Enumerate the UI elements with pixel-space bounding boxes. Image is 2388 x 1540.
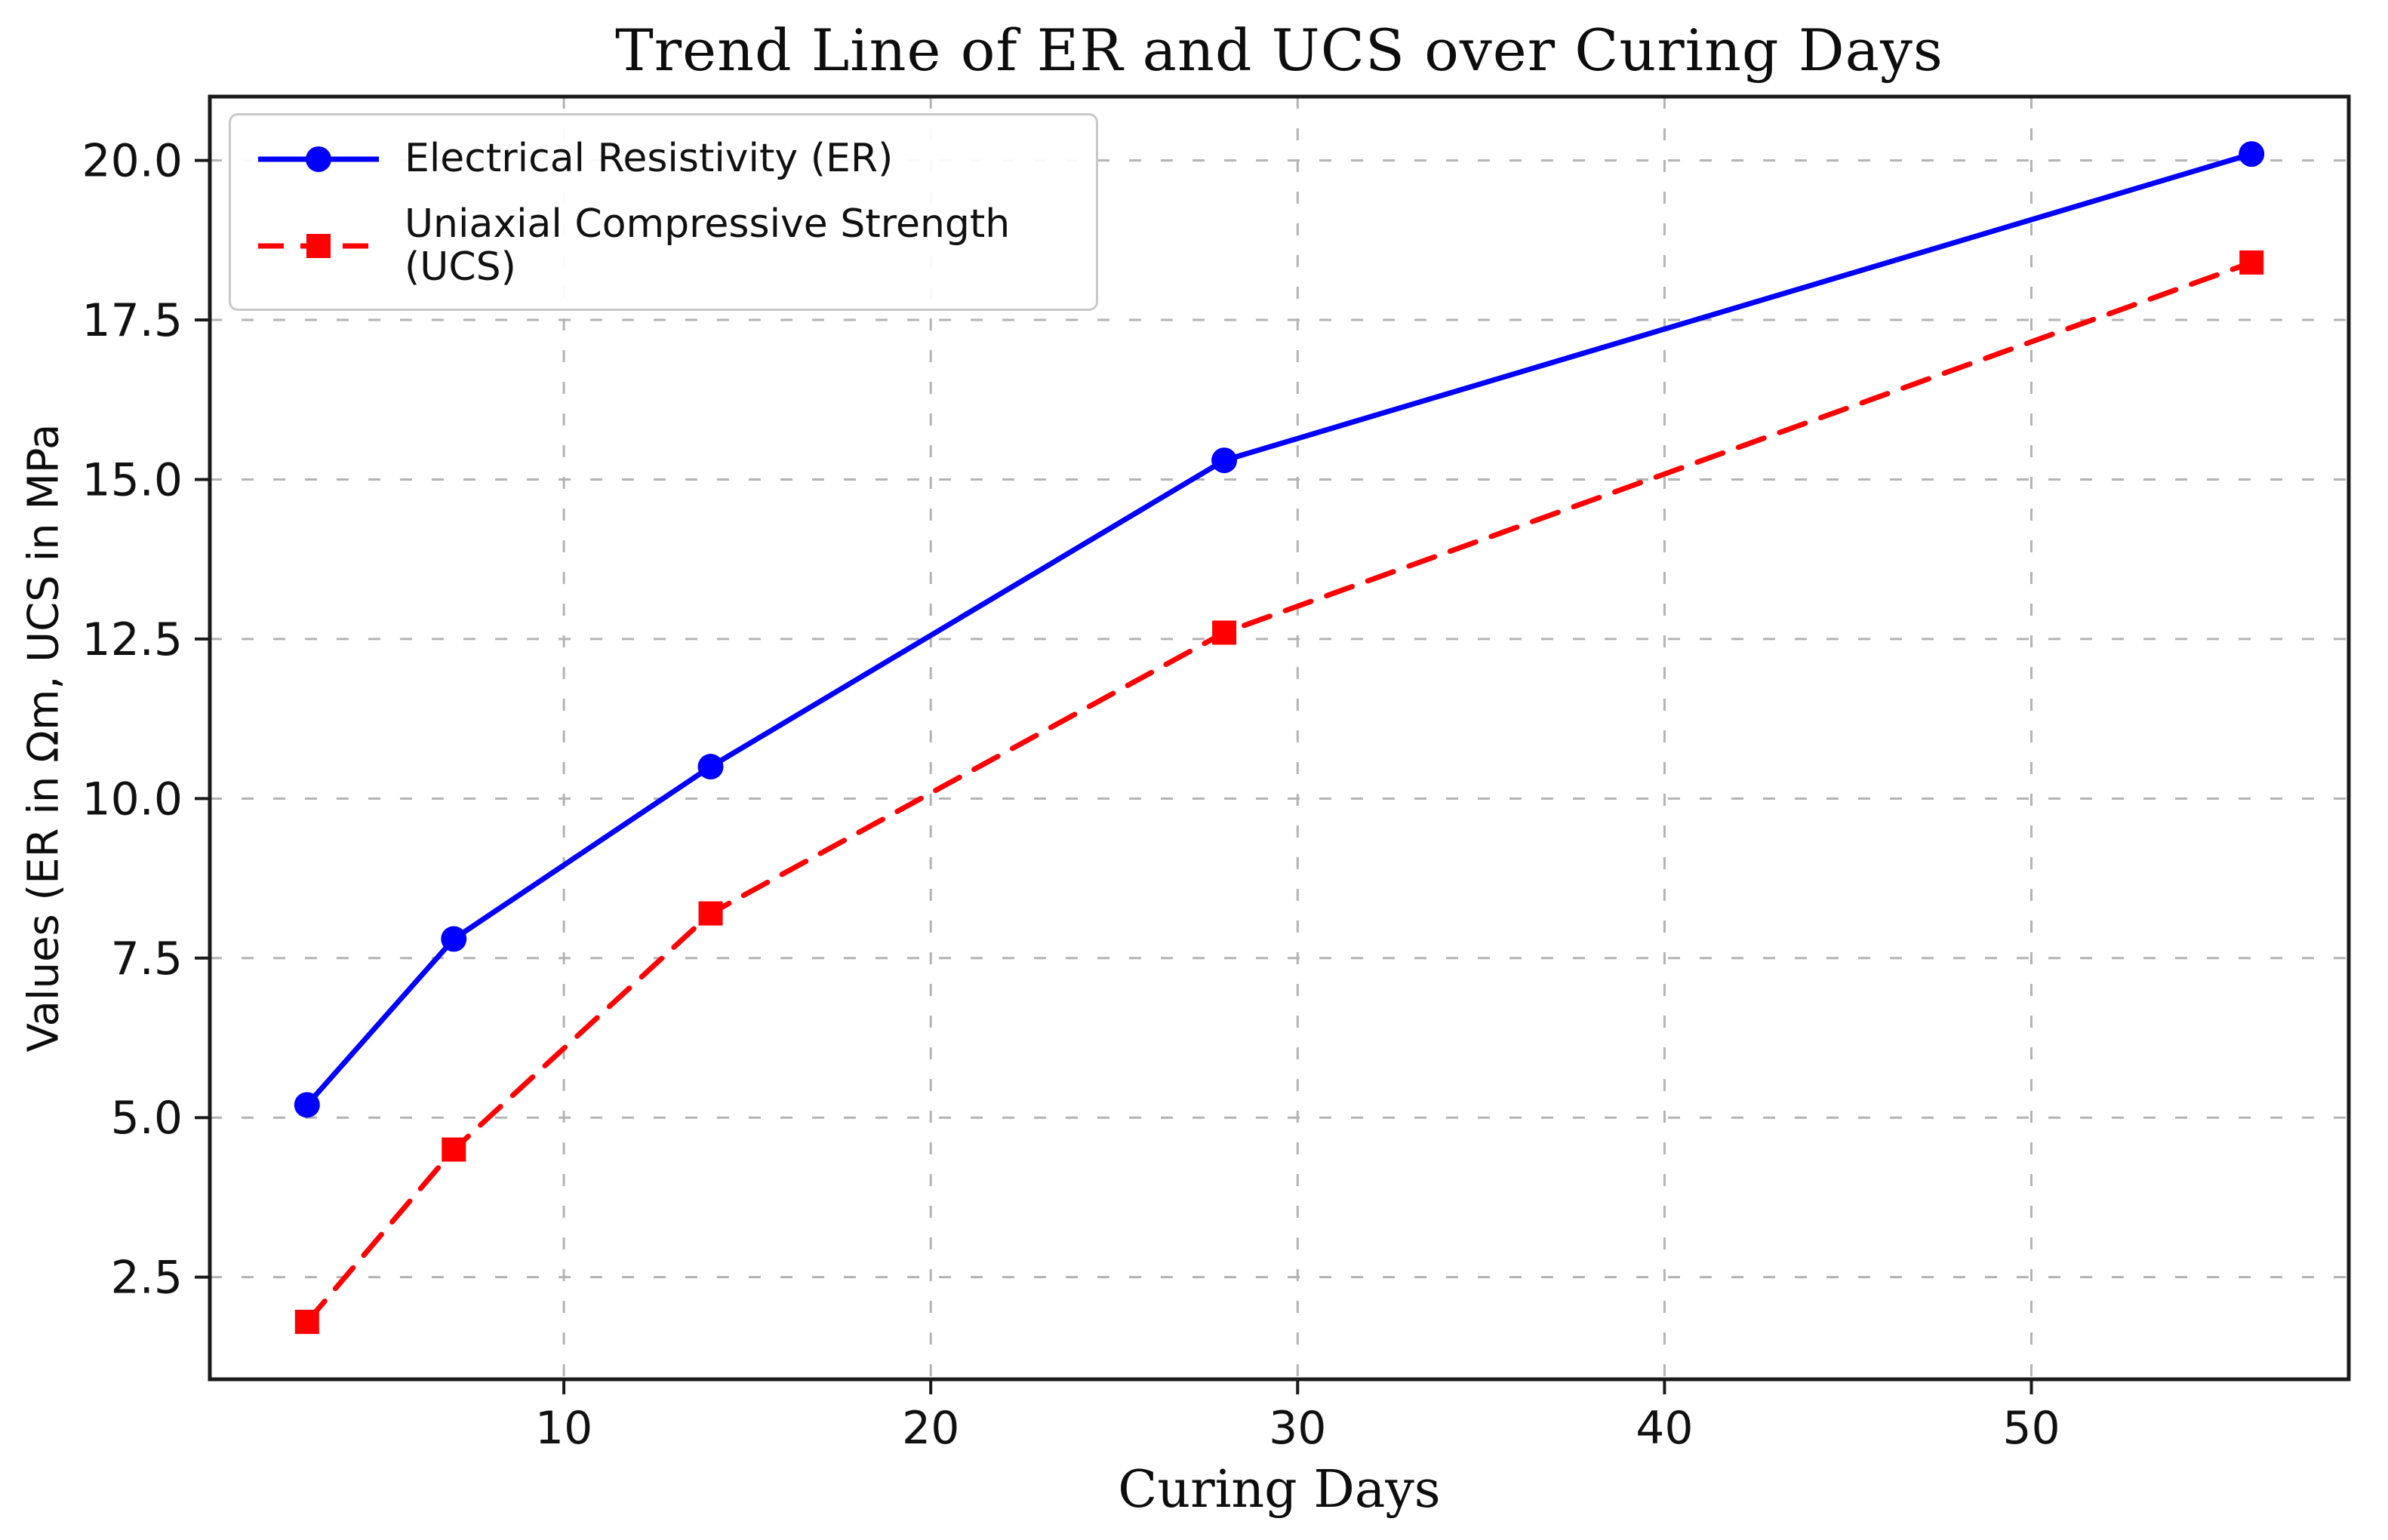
data-point-ucs: [1212, 620, 1237, 645]
data-point-er: [697, 754, 724, 780]
y-tick-label: 7.5: [111, 933, 183, 985]
data-point-ucs: [442, 1137, 466, 1162]
y-tick-label: 5.0: [111, 1092, 183, 1145]
data-point-er: [1211, 447, 1238, 474]
data-point-er: [294, 1092, 320, 1118]
legend-label-er: Electrical Resistivity (ER): [405, 136, 894, 182]
data-point-ucs: [698, 901, 723, 926]
legend-item-ucs: Uniaxial Compressive Strength (UCS): [254, 201, 1073, 290]
y-tick-label: 2.5: [111, 1252, 183, 1305]
data-point-ucs: [294, 1309, 319, 1334]
data-point-ucs: [2239, 250, 2264, 275]
ucs-line-sample-icon: [258, 234, 379, 259]
data-point-er: [2239, 141, 2265, 168]
x-tick-label: 10: [535, 1402, 592, 1455]
er-line-sample-icon: [258, 146, 379, 172]
y-tick-label: 20.0: [82, 135, 183, 188]
series-line-ucs: [304, 260, 2254, 1325]
legend: Electrical Resistivity (ER) Uniaxial Com…: [229, 113, 1098, 312]
x-tick-label: 40: [1636, 1402, 1693, 1455]
x-axis-label: Curing Days: [1118, 1460, 1441, 1520]
chart-title: Trend Line of ER and UCS over Curing Day…: [615, 17, 1943, 84]
legend-label-ucs: Uniaxial Compressive Strength (UCS): [405, 201, 1011, 290]
x-tick-label: 50: [2002, 1402, 2060, 1455]
y-tick-label: 17.5: [82, 294, 183, 347]
legend-item-er: Electrical Resistivity (ER): [254, 135, 1073, 183]
y-tick-label: 12.5: [82, 613, 183, 666]
y-tick-label: 10.0: [82, 773, 183, 825]
data-point-er: [441, 926, 467, 952]
x-tick-label: 30: [1269, 1402, 1326, 1455]
y-tick-label: 15.0: [82, 453, 183, 506]
y-axis-label: Values (ER in Ωm, UCS in MPa: [19, 423, 69, 1053]
x-tick-label: 20: [902, 1402, 959, 1455]
plot-border: [208, 94, 2351, 1382]
